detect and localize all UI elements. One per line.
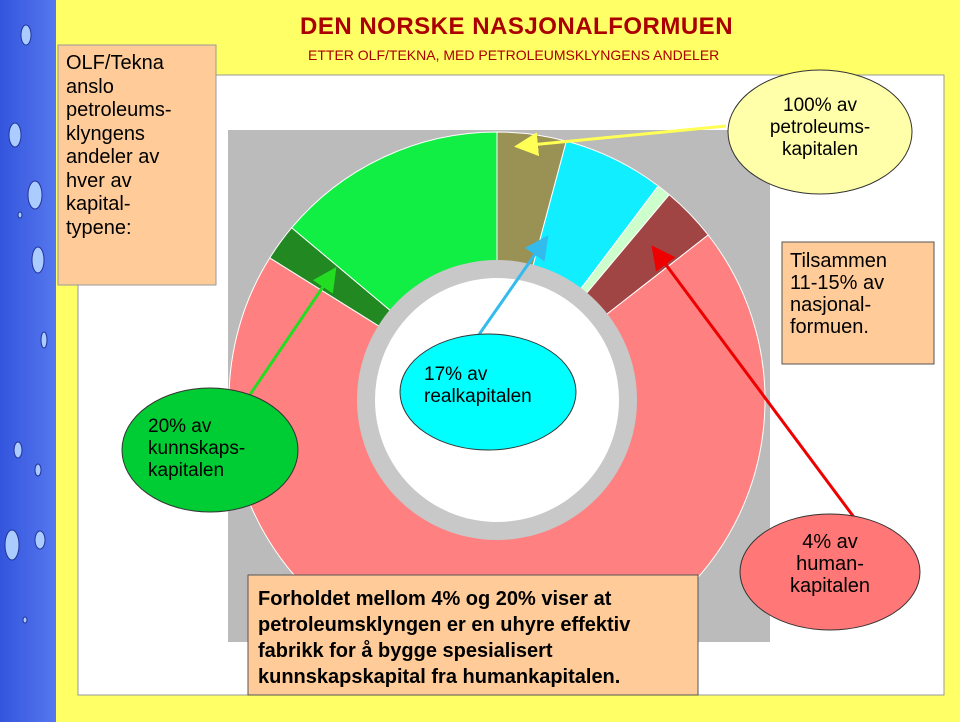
- text-line: anslo: [66, 75, 114, 98]
- text-line: typene:: [66, 216, 132, 239]
- text-line: klyngens: [66, 122, 145, 145]
- text-line: petroleums-: [769, 117, 871, 138]
- total-text: Tilsammen 11-15% av nasjonal-formuen.: [790, 250, 887, 338]
- total-box: [781, 241, 935, 365]
- arrow: [514, 124, 727, 157]
- side-strip: [0, 0, 56, 722]
- text-line: andeler av: [66, 146, 160, 168]
- arrow: [651, 245, 864, 529]
- title: DEN NORSKE NASJONALFORMUEN: [300, 13, 734, 40]
- text-line: formuen.: [790, 316, 869, 338]
- text-line: kapitalen: [781, 139, 859, 160]
- text-line: 17% av: [424, 364, 488, 385]
- callout-ellipse: [399, 333, 577, 451]
- subtitle: ETTER OLF/TEKNA, MED PETROLEUMSKLYNGENS …: [308, 47, 720, 63]
- conclusion-box: [247, 574, 699, 696]
- text-line: petroleums-: [66, 99, 172, 121]
- text-line: kunnskaps-: [148, 438, 246, 459]
- text-line: realkapitalen: [424, 386, 532, 407]
- text-line: OLF/Tekna: [66, 52, 164, 74]
- intro-box: [57, 44, 217, 286]
- text-line: petroleumsklyngen er en uhyre effektiv: [258, 614, 631, 636]
- callout-ellipse: [121, 387, 299, 513]
- intro-text: OLF/Tekna anslo petroleums-klyngens andeler…: [66, 52, 172, 240]
- text-line: kapital-: [66, 193, 131, 215]
- text-line: nasjonal-: [790, 294, 872, 316]
- petroleum-callout: 100% av petroleums-kapitalen: [755, 95, 885, 161]
- conclusion-text: Forholdet mellom 4% og 20% viser at petro…: [258, 586, 630, 690]
- text-line: human-: [796, 553, 864, 575]
- text-line: 20% av: [148, 416, 212, 437]
- callout-ellipse: [739, 513, 921, 631]
- text-line: fabrikk for å bygge spesialisert: [258, 640, 553, 662]
- text-line: 11-15% av: [790, 272, 885, 294]
- text-line: kapitalen: [148, 460, 225, 481]
- text-line: 4% av: [802, 531, 858, 553]
- callout-ellipse: [727, 69, 913, 195]
- text-line: 100% av: [783, 95, 857, 116]
- real-callout: 17% av realkapitalen: [424, 364, 532, 408]
- text-line: Forholdet mellom 4% og 20% viser at: [258, 588, 612, 610]
- text-line: kapitalen: [789, 575, 871, 597]
- bubbles: [4, 24, 48, 624]
- text-line: hver av: [66, 169, 132, 192]
- knowledge-callout: 20% av kunnskaps-kapitalen: [148, 416, 245, 482]
- text-line: Tilsammen: [790, 250, 888, 272]
- text-line: kunnskapskapital fra humankapitalen.: [258, 666, 621, 688]
- arrow: [243, 267, 337, 403]
- arrow: [476, 235, 549, 337]
- human-callout: 4% av human-kapitalen: [765, 531, 895, 597]
